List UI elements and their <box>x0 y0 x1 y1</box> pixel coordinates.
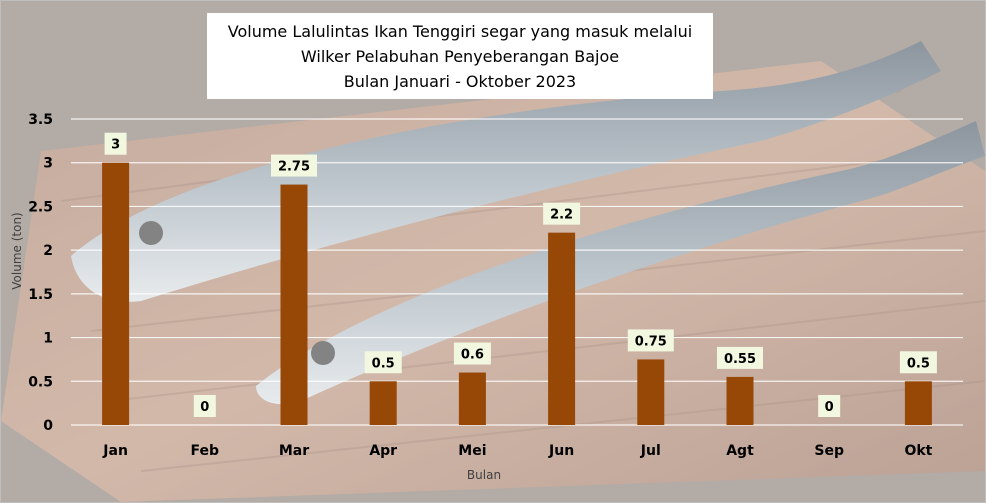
data-label-background <box>271 154 317 177</box>
data-label: 0 <box>200 400 209 415</box>
bar <box>102 162 130 425</box>
x-tick-label: Agt <box>726 443 754 459</box>
x-tick-label: Mei <box>458 443 486 459</box>
bar <box>280 184 308 425</box>
gridlines <box>71 118 963 426</box>
x-axis-ticks: Jan Feb Mar Apr Mei Jun Jul Agt Sep Okt <box>102 443 932 459</box>
data-label-background <box>818 395 841 417</box>
y-tick-label: 1 <box>43 331 53 347</box>
chart-title-line-3: Bulan Januari - Oktober 2023 <box>343 72 577 91</box>
x-tick-label: Jun <box>548 443 574 459</box>
bar <box>726 376 754 425</box>
bar <box>369 381 397 425</box>
data-label-background <box>627 329 674 352</box>
data-labels: 3 0 2.75 0.5 0.6 2.2 0.75 0.55 0 0.5 <box>104 132 937 417</box>
x-tick-label: Jul <box>640 443 661 459</box>
data-label-background <box>453 342 491 365</box>
data-label-background <box>364 351 402 374</box>
data-label: 3 <box>111 138 120 153</box>
chart-title-line-2: Wilker Pelabuhan Penyeberangan Bajoe <box>300 47 620 66</box>
bar <box>458 372 486 425</box>
data-label: 2.75 <box>278 160 310 175</box>
data-label: 0.6 <box>461 348 484 363</box>
chart-title-line-1: Volume Lalulintas Ikan Tenggiri segar ya… <box>227 22 693 41</box>
bar <box>637 359 665 425</box>
data-label: 2.2 <box>550 208 573 223</box>
x-axis-title: Bulan <box>467 468 501 482</box>
data-label: 0.5 <box>372 356 395 371</box>
y-tick-label: 0.5 <box>28 374 53 390</box>
data-label: 0 <box>825 400 834 415</box>
y-tick-label: 3.5 <box>28 112 53 128</box>
y-axis-ticks: 0 0.5 1 1.5 2 2.5 3 3.5 <box>28 112 53 434</box>
data-label: 0.55 <box>724 352 756 367</box>
bar <box>548 232 576 425</box>
y-tick-label: 2 <box>43 243 53 259</box>
data-label: 0.5 <box>907 356 930 371</box>
x-tick-label: Apr <box>369 443 397 459</box>
x-tick-label: Jan <box>102 443 128 459</box>
data-label-background <box>104 132 127 155</box>
y-tick-label: 1.5 <box>28 287 53 303</box>
y-tick-label: 3 <box>43 156 53 172</box>
chart-title: Volume Lalulintas Ikan Tenggiri segar ya… <box>207 13 713 99</box>
x-tick-label: Feb <box>191 443 220 459</box>
y-tick-label: 2.5 <box>28 199 53 215</box>
x-tick-label: Okt <box>904 443 932 459</box>
data-label-background <box>717 346 763 369</box>
x-tick-label: Sep <box>814 443 844 459</box>
y-tick-label: 0 <box>43 418 53 434</box>
y-axis-title: Volume (ton) <box>10 212 24 289</box>
data-label-background <box>899 351 937 374</box>
x-tick-label: Mar <box>279 443 309 459</box>
bar <box>904 381 932 425</box>
data-label-background <box>193 395 216 417</box>
data-label: 0.75 <box>635 334 667 349</box>
bars <box>102 162 932 425</box>
data-label-background <box>543 202 581 225</box>
